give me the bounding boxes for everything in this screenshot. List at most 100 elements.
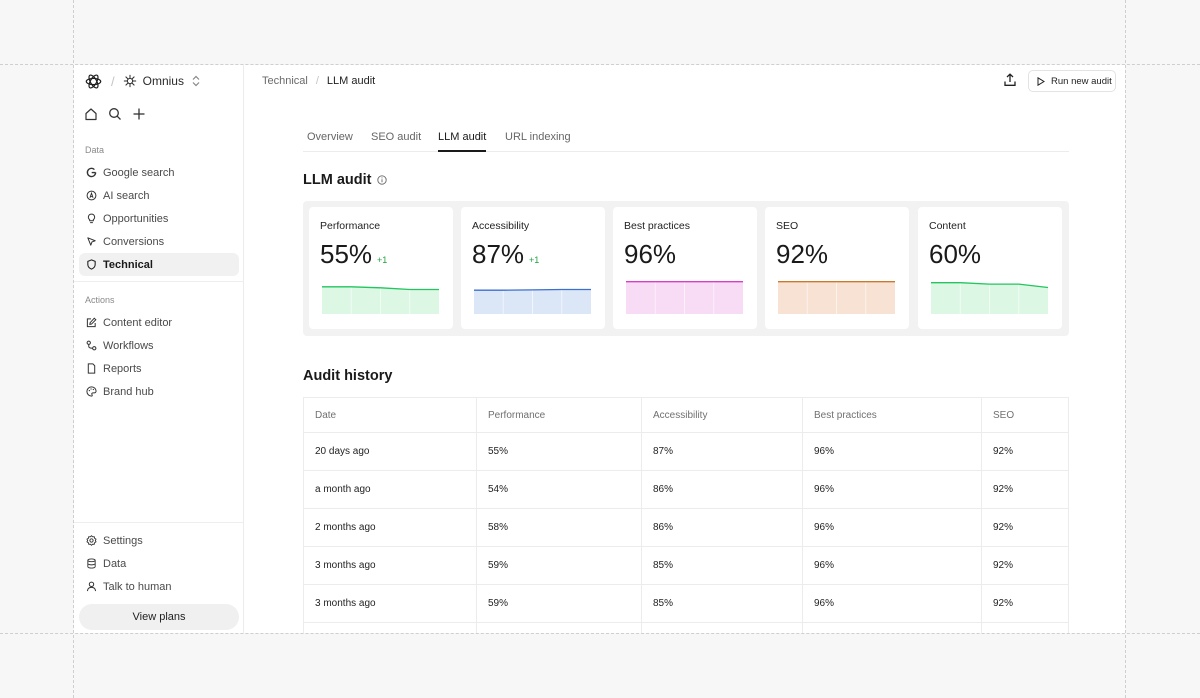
workflow-icon <box>85 340 97 352</box>
info-icon[interactable] <box>377 175 388 185</box>
cell-seo: 92% <box>981 433 1070 470</box>
sidebar-item-conversions[interactable]: Conversions <box>79 230 239 253</box>
sidebar-item-talk-to-human[interactable]: Talk to human <box>79 575 239 598</box>
sidebar-item-label: Technical <box>103 258 153 271</box>
card-score: 87% <box>472 239 525 269</box>
workspace-name: Omnius <box>142 74 184 88</box>
run-new-audit-label: Run new audit <box>1051 75 1112 87</box>
chevron-up-down-icon <box>192 75 200 87</box>
sidebar-item-label: Settings <box>103 534 143 547</box>
data-nav: Google search AI search Opportunities Co… <box>79 161 239 276</box>
cell-date: 20 days ago <box>315 446 370 457</box>
breadcrumb-separator: / <box>315 75 319 87</box>
score-card-best-practices[interactable]: Best practices 96% <box>613 207 757 329</box>
sidebar-item-technical[interactable]: Technical <box>79 253 239 276</box>
score-card-accessibility[interactable]: Accessibility 87% +1 <box>461 207 605 329</box>
sidebar-item-settings[interactable]: Settings <box>79 529 239 552</box>
column-header-date[interactable]: Date <box>315 409 337 421</box>
cell-date: 3 months ago <box>315 598 376 609</box>
sparkline-chart <box>322 280 439 314</box>
cell-accessibility: 86% <box>641 471 802 508</box>
document-icon <box>85 363 97 375</box>
table-row[interactable]: 3 months ago 59% 85% 96% 92% <box>304 547 1068 585</box>
column-header-performance[interactable]: Performance <box>476 398 641 432</box>
sidebar-item-reports[interactable]: Reports <box>79 357 239 380</box>
sidebar-item-content-editor[interactable]: Content editor <box>79 311 239 334</box>
tab-url-indexing[interactable]: URL indexing <box>505 131 571 143</box>
breadcrumb: Technical / LLM audit <box>262 75 375 87</box>
score-card-seo[interactable]: SEO 92% <box>765 207 909 329</box>
gear-icon <box>85 535 97 547</box>
play-icon <box>1037 76 1045 86</box>
guide-line-right <box>1125 0 1126 698</box>
workspace-switcher[interactable]: / Omnius <box>85 72 201 90</box>
cell-accessibility <box>641 623 802 633</box>
cell-seo: 92% <box>981 471 1070 508</box>
tab-bar: Overview SEO audit LLM audit URL indexin… <box>303 131 1069 152</box>
column-header-accessibility[interactable]: Accessibility <box>641 398 802 432</box>
score-card-performance[interactable]: Performance 55% +1 <box>309 207 453 329</box>
cell-best-practices: 96% <box>802 585 981 622</box>
actions-nav: Content editor Workflows Reports Brand h… <box>79 311 239 403</box>
breadcrumb-separator: / <box>111 73 115 89</box>
guide-line-bottom <box>0 633 1200 634</box>
column-header-best-practices[interactable]: Best practices <box>802 398 981 432</box>
card-delta: +1 <box>529 255 540 265</box>
card-score: 60% <box>929 239 982 269</box>
sidebar-divider <box>74 522 244 523</box>
sidebar-item-data[interactable]: Data <box>79 552 239 575</box>
sidebar-item-label: Content editor <box>103 316 173 329</box>
sidebar-item-brand-hub[interactable]: Brand hub <box>79 380 239 403</box>
tab-llm-audit[interactable]: LLM audit <box>438 131 487 152</box>
sparkline-chart <box>474 280 591 314</box>
view-plans-button[interactable]: View plans <box>79 604 239 630</box>
cell-best-practices <box>802 623 981 633</box>
table-row[interactable]: 2 months ago 58% 86% 96% 92% <box>304 509 1068 547</box>
share-icon[interactable] <box>1003 73 1017 87</box>
sidebar-item-label: Talk to human <box>103 580 172 593</box>
sidebar-item-workflows[interactable]: Workflows <box>79 334 239 357</box>
cell-best-practices: 96% <box>802 433 981 470</box>
score-card-content[interactable]: Content 60% <box>918 207 1062 329</box>
cell-date: 2 months ago <box>315 522 376 533</box>
home-icon[interactable] <box>84 107 98 121</box>
sidebar: / Omnius Data <box>74 65 244 633</box>
card-delta: +1 <box>377 255 388 265</box>
sparkline-chart <box>778 280 895 314</box>
table-header-row: Date Performance Accessibility Best prac… <box>304 398 1068 433</box>
plus-icon[interactable] <box>132 107 146 121</box>
google-icon <box>85 167 97 179</box>
cell-date: 3 months ago <box>315 560 376 571</box>
audit-history-table: Date Performance Accessibility Best prac… <box>303 397 1069 633</box>
run-new-audit-button[interactable]: Run new audit <box>1028 70 1116 92</box>
score-cards: Performance 55% +1 Accessibility 87% +1 … <box>303 201 1069 336</box>
bottom-nav: Settings Data Talk to human <box>79 529 239 598</box>
breadcrumb-parent[interactable]: Technical <box>262 75 308 87</box>
cell-performance: 59% <box>476 547 641 584</box>
tab-overview[interactable]: Overview <box>307 131 353 143</box>
breadcrumb-current: LLM audit <box>326 75 376 87</box>
card-title: Best practices <box>624 220 690 232</box>
sidebar-item-google-search[interactable]: Google search <box>79 161 239 184</box>
column-header-seo[interactable]: SEO <box>981 398 1070 432</box>
sidebar-item-opportunities[interactable]: Opportunities <box>79 207 239 230</box>
palette-icon <box>85 386 97 398</box>
table-row[interactable]: 3 months ago 59% 85% 96% 92% <box>304 585 1068 623</box>
table-row[interactable]: 20 days ago 55% 87% 96% 92% <box>304 433 1068 471</box>
sparkline-line <box>322 286 439 291</box>
card-score: 55% <box>320 239 373 269</box>
cell-accessibility: 86% <box>641 509 802 546</box>
tab-seo-audit[interactable]: SEO audit <box>371 131 422 143</box>
database-icon <box>85 558 97 570</box>
sidebar-item-label: Conversions <box>103 235 165 248</box>
shield-icon <box>85 259 97 271</box>
quick-actions <box>84 107 146 121</box>
edit-icon <box>85 317 97 329</box>
table-row[interactable]: a month ago 54% 86% 96% 92% <box>304 471 1068 509</box>
sidebar-item-ai-search[interactable]: AI search <box>79 184 239 207</box>
search-icon[interactable] <box>108 107 122 121</box>
cell-seo: 92% <box>981 547 1070 584</box>
sidebar-item-label: Workflows <box>103 339 154 352</box>
cell-performance: 55% <box>476 433 641 470</box>
table-row[interactable] <box>304 623 1068 633</box>
